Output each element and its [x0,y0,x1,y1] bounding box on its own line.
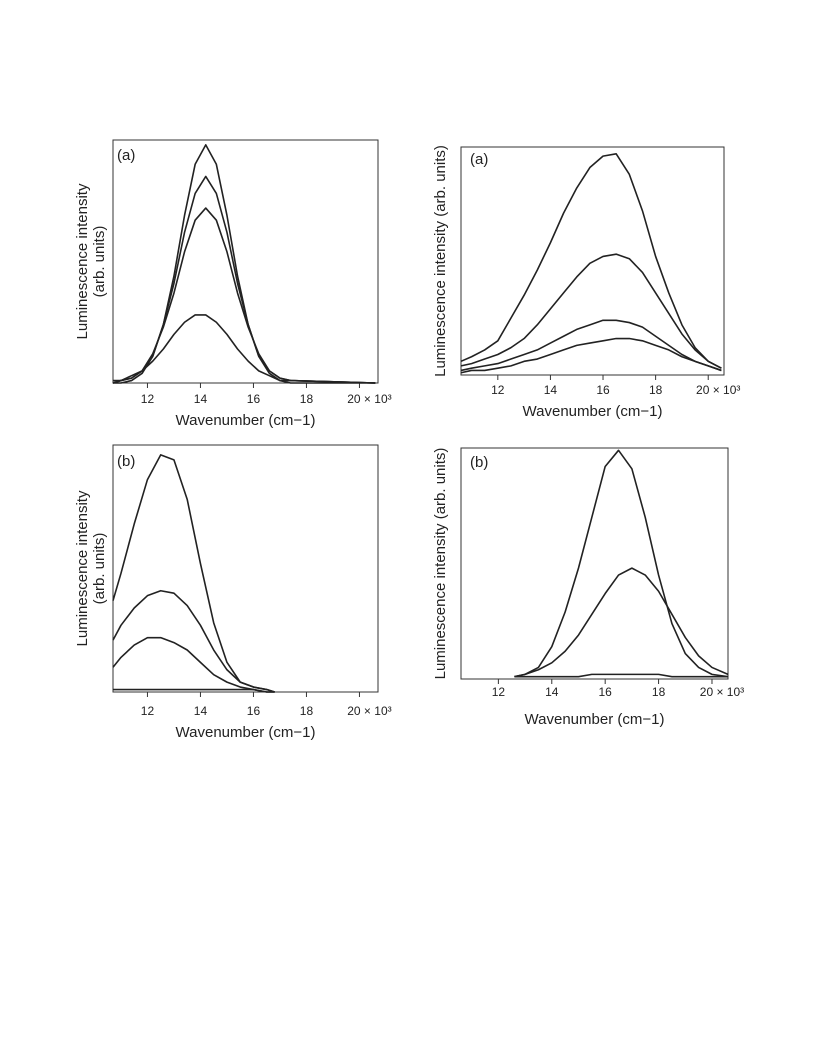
x-axis-title: Wavenumber (cm−1) [525,711,665,728]
x-tick-label: 18 [649,383,663,397]
spectrum-line [113,144,376,384]
x-tick-label: 18 [300,704,314,718]
x-tick-label: 20 × 10³ [347,704,391,718]
x-tick-label: 12 [141,704,155,718]
spectrum-line [514,449,729,678]
spectrum-line [514,567,729,678]
panel: (b) Wavenumber (cm−1) Luminescence intensi… [74,444,392,741]
y-axis-title: (arb. units) [91,226,108,298]
x-tick-label: 16 [247,704,261,718]
panel-label: (b) [470,454,488,471]
spectrum-line [113,688,275,693]
spectrum-line [112,175,376,384]
spectrum-line [514,673,728,678]
y-axis-title: Luminescence intensity (arb. units) [432,145,449,377]
x-axis-title: Wavenumber (cm−1) [176,724,316,741]
panel: (b) Wavenumber (cm−1) Luminescence intensi… [432,447,744,728]
x-tick-label: 18 [652,685,666,699]
x-tick-label: 12 [491,383,505,397]
x-tick-label: 20 × 10³ [347,392,391,406]
y-axis-title: Luminescence intensity [74,183,91,339]
x-tick-label: 20 × 10³ [700,685,744,699]
panel-label: (b) [117,453,135,470]
spectrum-line [112,589,275,693]
panel: (a) Wavenumber (cm−1) Luminescence intensi… [432,145,740,420]
x-axis-title: Wavenumber (cm−1) [176,412,316,429]
plot-frame [112,139,379,384]
spectrum-line [112,636,275,693]
plot-frame [460,447,729,680]
y-axis-title: Luminescence intensity [74,490,91,646]
x-tick-label: 16 [599,685,613,699]
x-tick-label: 18 [300,392,314,406]
plot-frame [112,444,379,693]
x-tick-label: 16 [596,383,610,397]
x-axis-title: Wavenumber (cm−1) [523,403,663,420]
spectrum-line [460,253,722,369]
spectrum-line [113,314,376,384]
spectrum-line [460,337,722,374]
spectrum-line [460,319,722,372]
x-tick-label: 14 [545,685,559,699]
x-tick-label: 14 [544,383,558,397]
panel-label: (a) [470,151,488,168]
x-tick-label: 14 [194,392,208,406]
x-tick-label: 14 [194,704,208,718]
x-tick-label: 12 [492,685,506,699]
x-tick-label: 16 [247,392,261,406]
panel-label: (a) [117,147,135,164]
spectrum-line [460,153,722,369]
panel: (a) Wavenumber (cm−1) Luminescence intensi… [74,139,392,429]
x-tick-label: 20 × 10³ [696,383,740,397]
plot-frame [460,146,725,376]
y-axis-title: (arb. units) [91,533,108,605]
y-axis-title: Luminescence intensity (arb. units) [432,448,449,680]
x-tick-label: 12 [141,392,155,406]
